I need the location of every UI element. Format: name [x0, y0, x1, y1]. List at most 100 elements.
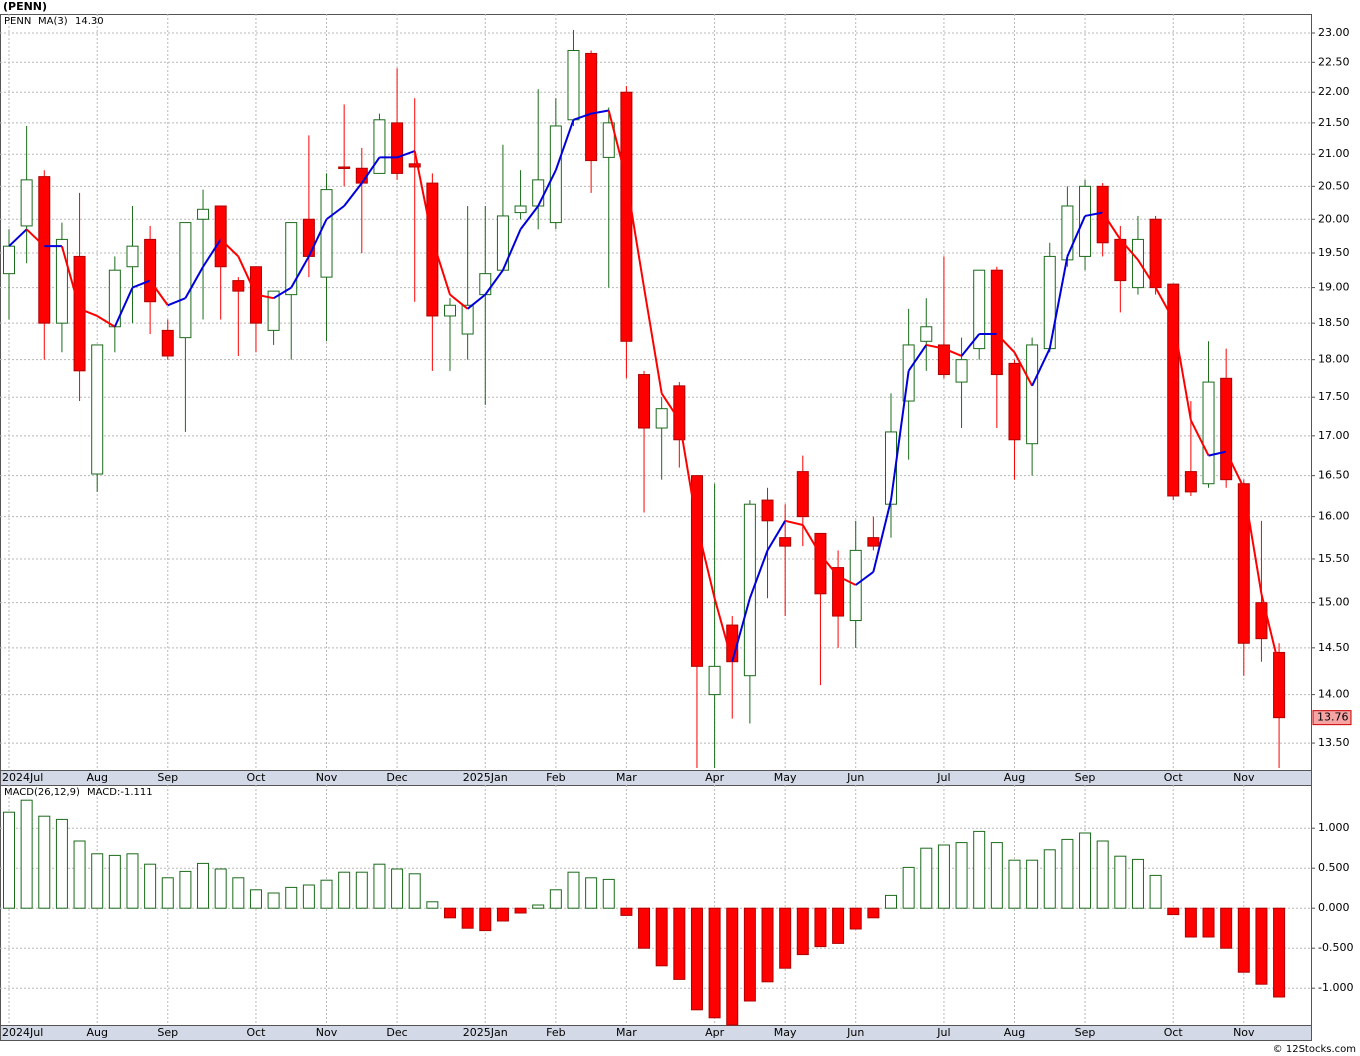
ma-segment: [1066, 215, 1086, 257]
candle-body: [3, 245, 15, 275]
candle-body: [1237, 483, 1250, 644]
legend-ma: MA(3): [38, 16, 68, 27]
ma-segment: [943, 347, 962, 357]
x-tick-label: Sep: [1075, 771, 1096, 784]
y-tick-label: 20.50: [1318, 179, 1350, 192]
macd-bar: [655, 907, 668, 967]
last-price-tag: [1312, 710, 1352, 726]
ma-segment: [731, 597, 751, 662]
y-tick-label: 17.50: [1318, 390, 1350, 403]
candle-body: [73, 255, 86, 372]
macd-bar: [285, 886, 298, 909]
x-tick-label: Feb: [546, 1026, 565, 1039]
ma-segment: [519, 205, 539, 230]
macd-bar: [567, 871, 580, 909]
macd-bar: [920, 847, 933, 909]
macd-bar: [1167, 907, 1180, 916]
macd-bar: [1220, 907, 1233, 949]
y-tick-label: 19.00: [1318, 281, 1350, 294]
x-tick-label: Oct: [1164, 771, 1184, 784]
ma-segment: [996, 333, 1016, 353]
ma-segment: [748, 550, 769, 599]
x-tick-label: Dec: [386, 771, 407, 784]
x-tick-label: Dec: [386, 1026, 407, 1039]
ma-segment: [202, 238, 222, 268]
y-tick-label: 14.00: [1318, 688, 1350, 701]
ma-segment: [343, 182, 363, 207]
x-tick-label: Sep: [157, 1026, 178, 1039]
macd-bar: [602, 878, 615, 909]
macd-bar: [108, 854, 121, 909]
ma-segment: [1137, 259, 1157, 289]
y-tick-label: 22.00: [1318, 85, 1350, 98]
macd-bar: [1043, 849, 1056, 909]
macd-bar: [320, 879, 333, 909]
candle-body: [179, 222, 192, 339]
ma-segment: [573, 112, 592, 121]
candle-body: [549, 125, 562, 224]
macd-bar: [902, 866, 915, 909]
ma-segment: [79, 307, 98, 317]
candle-body: [1202, 381, 1215, 485]
candle-body: [391, 122, 404, 174]
candle-body: [1096, 185, 1109, 244]
candle-body: [920, 326, 933, 342]
x-tick-label: Jun: [846, 1026, 864, 1039]
ma-segment: [819, 554, 839, 577]
candle-body: [690, 475, 703, 667]
x-tick-label: Aug: [86, 771, 107, 784]
ma-segment: [625, 179, 646, 288]
macd-bar: [391, 868, 404, 909]
candle-body: [973, 269, 986, 350]
ma-segment: [1242, 487, 1263, 594]
y-tick-label: 15.50: [1318, 552, 1350, 565]
macd-bar: [355, 871, 368, 909]
ma-segment: [872, 499, 892, 573]
macd-bar: [426, 901, 439, 909]
macd-bar: [779, 907, 792, 969]
y-tick-label: 22.50: [1318, 55, 1350, 68]
macd-bar: [814, 907, 827, 948]
macd-bar: [638, 907, 651, 949]
candle-body: [1008, 362, 1021, 441]
x-tick-label: 2024Jul: [2, 771, 43, 784]
y-tick-label: 19.50: [1318, 246, 1350, 259]
ma-segment: [1225, 451, 1245, 489]
x-tick-label: Aug: [1004, 771, 1025, 784]
ma-segment: [60, 245, 81, 310]
ma-segment: [307, 218, 328, 257]
footer: © 12Stocks.com: [1273, 1044, 1356, 1055]
legend-macd: MACD:-1.111: [87, 787, 153, 798]
candle-body: [267, 290, 280, 331]
ma-segment: [1260, 593, 1281, 667]
macd-bar: [514, 907, 527, 914]
candle-body: [1255, 602, 1268, 640]
plot-area: [0, 14, 1312, 771]
candle-body: [20, 179, 33, 227]
x-tick-label: Nov: [1233, 771, 1255, 784]
ma-segment: [554, 119, 575, 171]
candle-body: [1043, 255, 1056, 350]
y-tick-label: 17.00: [1318, 429, 1350, 442]
macd-bar: [373, 863, 386, 909]
macd-bar: [479, 907, 492, 932]
macd-bar: [1114, 855, 1127, 909]
candle-body: [1079, 185, 1092, 257]
macd-bar: [585, 877, 598, 909]
macd-bar: [91, 853, 104, 909]
y-tick-label: 16.00: [1318, 510, 1350, 523]
candle-body: [602, 122, 615, 158]
x-axis-strip: [0, 1025, 1312, 1041]
candle-body: [38, 176, 51, 324]
candle-body: [479, 273, 492, 296]
chart-title: (PENN): [3, 0, 47, 13]
ma-segment: [255, 293, 274, 300]
macd-bar: [1096, 840, 1109, 909]
macd-bar: [990, 842, 1003, 909]
ma-segment: [290, 255, 310, 289]
last-price-label: 13.76: [1317, 711, 1349, 724]
legend-ma-value: 14.30: [75, 16, 104, 27]
candle-body: [1184, 471, 1197, 493]
candle-body: [1167, 283, 1180, 497]
